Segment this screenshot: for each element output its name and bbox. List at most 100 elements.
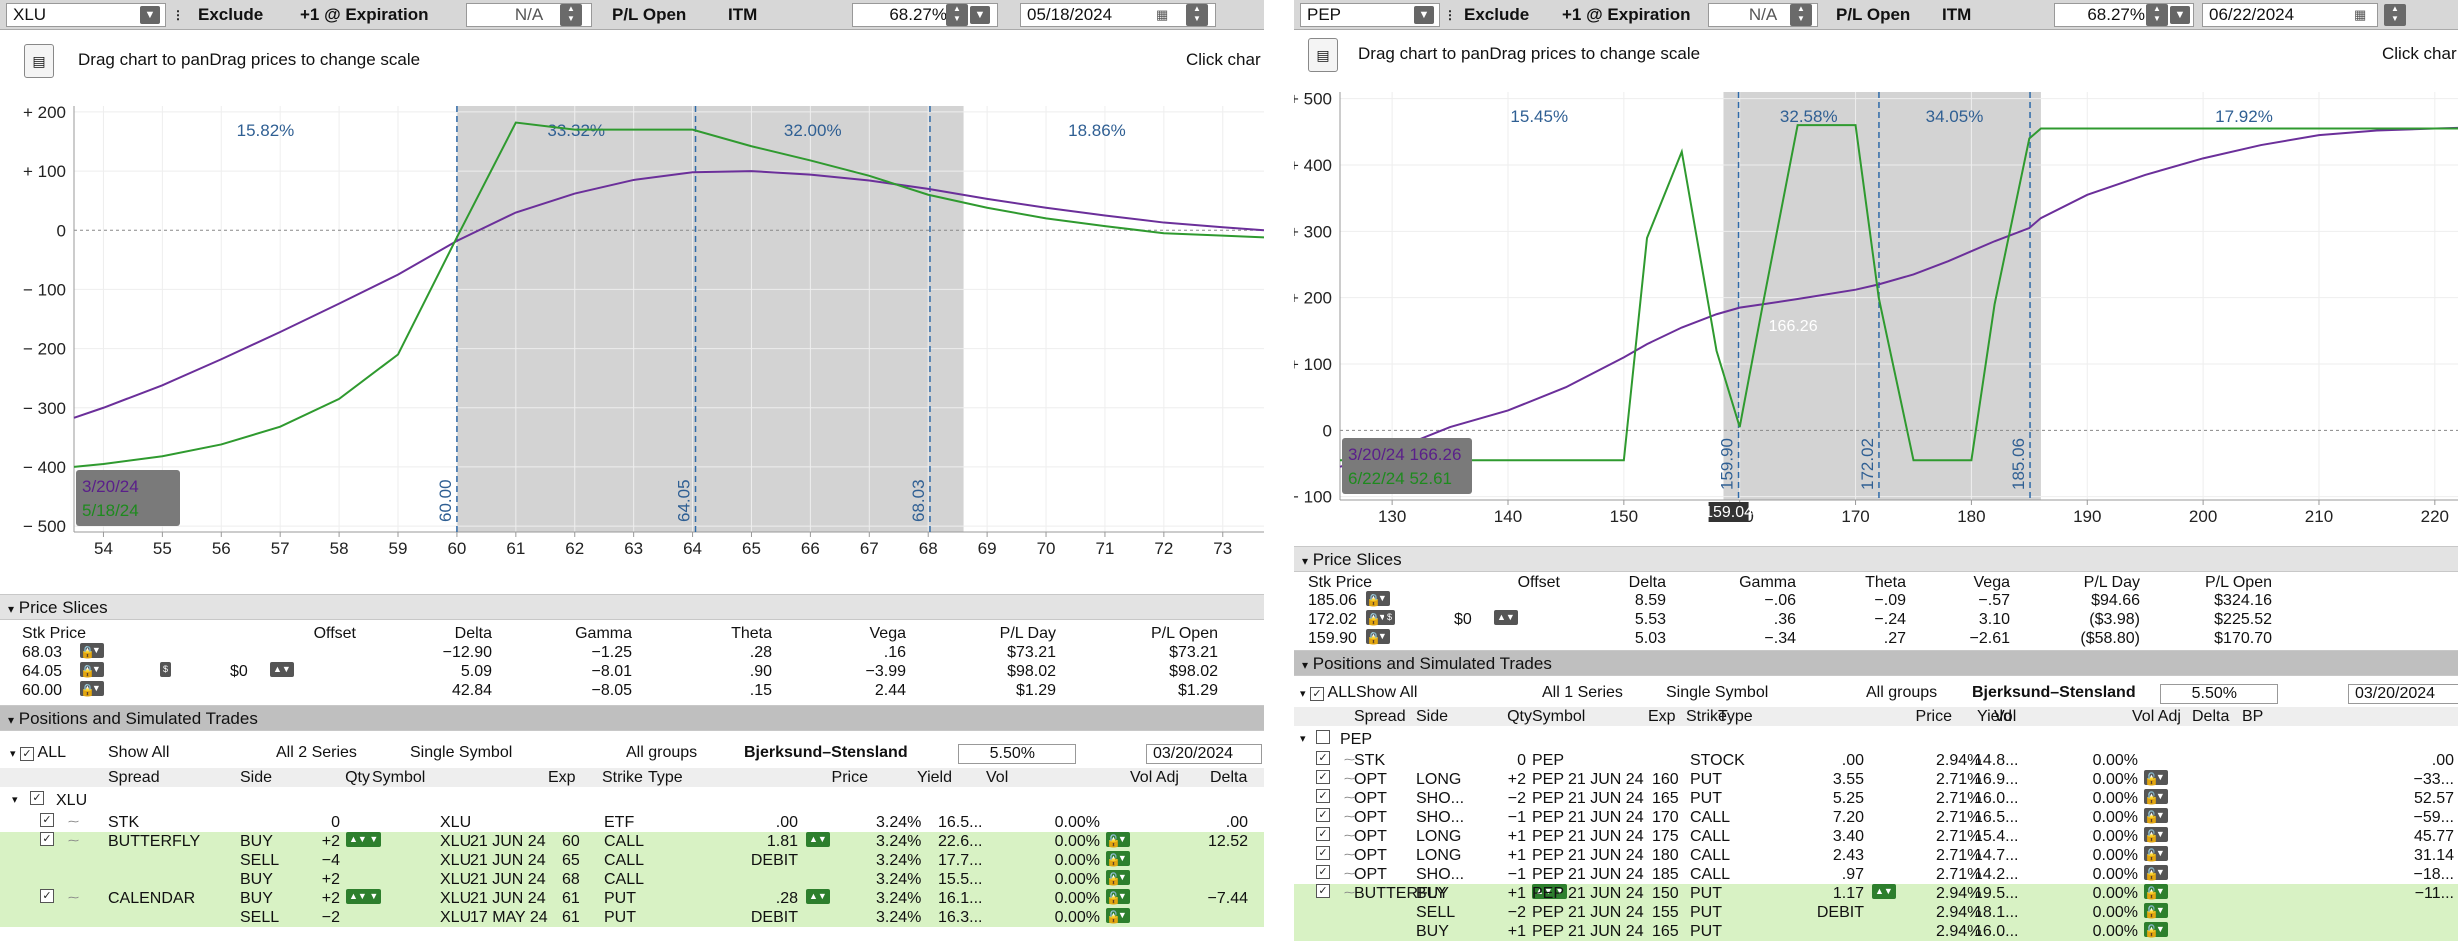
qty-cell[interactable]: −2 bbox=[321, 909, 340, 926]
exp-cell[interactable]: 21 JUN 24 bbox=[1568, 790, 1644, 807]
groups-selector[interactable]: All groups bbox=[626, 744, 698, 761]
qty-cell[interactable]: +1 bbox=[1507, 923, 1526, 940]
col-header[interactable]: Yield bbox=[917, 769, 952, 786]
date-field[interactable]: 06/22/2024 bbox=[2202, 3, 2378, 27]
symbol-mode-selector[interactable]: Single Symbol bbox=[410, 744, 513, 761]
strike-cell[interactable]: 60 bbox=[562, 833, 580, 850]
symbol-mode-selector[interactable]: Single Symbol bbox=[1666, 684, 1769, 701]
qty-cell[interactable]: −1 bbox=[1507, 866, 1526, 883]
col-header[interactable]: Symbol bbox=[1532, 708, 1586, 725]
price-slices-header[interactable]: ▾ Price Slices bbox=[1294, 546, 2458, 572]
offset-value[interactable]: $0 bbox=[1454, 611, 1472, 628]
col-header[interactable]: Spread bbox=[108, 769, 160, 786]
chart-svg[interactable]: + 500 + 400 + 300 + 200 + 100 0 − 100 130 140 150… bbox=[1294, 84, 2458, 534]
vol-adj-cell[interactable]: 0.00% bbox=[2092, 828, 2138, 845]
vol-adj-stepper-icon[interactable]: ▲▼ bbox=[1106, 889, 1130, 904]
group-row[interactable]: ▾ PEP bbox=[1294, 730, 2458, 749]
strike-cell[interactable]: 170 bbox=[1652, 809, 1679, 826]
row-checkbox[interactable]: ✓ bbox=[1316, 770, 1330, 784]
price-cell[interactable]: .00 bbox=[775, 814, 798, 831]
col-header[interactable]: Price bbox=[831, 769, 868, 786]
vol-adj-stepper-icon[interactable]: ▲▼ bbox=[2144, 808, 2168, 823]
stepper-icon[interactable]: ▲▼ bbox=[1366, 610, 1390, 625]
position-row[interactable]: ✓ ⁓ STK 0 XLU ETF .00 3.24% 16.5... 0.00% .00 bbox=[0, 813, 1264, 832]
price-cell[interactable]: 1.81 bbox=[766, 833, 798, 850]
price-slice-row[interactable]: 159.90 ▲▼ 🔒 5.03 −.34 .27 −2.61 ($58.80) $170.7… bbox=[1294, 629, 2458, 648]
qty-cell[interactable]: −2 bbox=[1507, 904, 1526, 921]
chart-toggle-icon[interactable]: ⁓ bbox=[1344, 773, 1355, 785]
strike-cell[interactable]: 68 bbox=[562, 871, 580, 888]
vol-adj-stepper-icon[interactable]: ▲▼ bbox=[2144, 865, 2168, 880]
strike-cell[interactable]: 150 bbox=[1652, 885, 1679, 902]
all-checkbox[interactable]: ▾ ✓ ALL bbox=[10, 744, 67, 761]
position-row[interactable]: SELL −4 XLU 21 JUN 24 65 CALL DEBIT 3.24% 17.7..… bbox=[0, 851, 1264, 870]
col-header[interactable]: Symbol bbox=[372, 769, 426, 786]
pricing-model-selector[interactable]: Bjerksund–Stensland bbox=[1972, 684, 2136, 701]
spread-cell[interactable]: CALENDAR bbox=[108, 890, 196, 907]
lock-icon[interactable]: 🔒 bbox=[80, 664, 95, 678]
dollar-icon[interactable]: $ bbox=[160, 662, 172, 677]
valuation-date-field[interactable]: 03/20/2024 bbox=[1146, 744, 1262, 764]
col-header[interactable]: Yield bbox=[1977, 708, 2012, 725]
type-cell[interactable]: CALL bbox=[604, 833, 645, 850]
lock-icon[interactable]: 🔓 bbox=[2144, 924, 2159, 938]
qty-cell[interactable]: 0 bbox=[1517, 752, 1526, 769]
strike-cell[interactable]: 165 bbox=[1652, 923, 1679, 940]
pricing-model-selector[interactable]: Bjerksund–Stensland bbox=[744, 744, 908, 761]
na-stepper[interactable]: ▲ ▼ bbox=[1790, 4, 1812, 26]
qty-cell[interactable]: +2 bbox=[321, 890, 340, 907]
col-header[interactable]: Vol bbox=[986, 769, 1009, 786]
position-row[interactable]: ✓ ⁓ BUTTERFLY BUY +1 ▲▼ ▼ PEP 21 JUN 24 150 PUT 1.… bbox=[1294, 884, 2458, 903]
qty-cell[interactable]: −4 bbox=[321, 852, 340, 869]
probability-stepper[interactable]: ▲ ▼ bbox=[2146, 4, 2168, 26]
side-cell[interactable]: LONG bbox=[1416, 847, 1462, 864]
exp-cell[interactable]: 21 JUN 24 bbox=[470, 833, 546, 850]
vol-adj-cell[interactable]: 0.00% bbox=[2092, 866, 2138, 883]
all-checkbox[interactable]: ▾ ✓ ALL bbox=[1300, 684, 1357, 701]
group-checkbox[interactable]: ✓ bbox=[30, 791, 44, 805]
symbol-field[interactable]: XLU bbox=[6, 3, 166, 27]
col-header[interactable]: Exp bbox=[548, 769, 576, 786]
chart-settings-icon[interactable]: ▤ bbox=[24, 44, 54, 78]
side-cell[interactable]: BUY bbox=[1416, 885, 1449, 902]
type-cell[interactable]: PUT bbox=[1690, 923, 1722, 940]
position-row[interactable]: ✓ ⁓ OPT LONG +1 PEP 21 JUN 24 175 CALL 3.40 2.71% 1… bbox=[1294, 827, 2458, 846]
itm-selector[interactable]: ITM bbox=[1942, 5, 1972, 24]
exp-cell[interactable]: 21 JUN 24 bbox=[1568, 923, 1644, 940]
pl-open-selector[interactable]: P/L Open bbox=[1836, 5, 1911, 24]
link-icon[interactable]: ⋮ bbox=[172, 8, 184, 22]
type-cell[interactable]: CALL bbox=[604, 871, 645, 888]
col-header[interactable]: Spread bbox=[1354, 708, 1406, 725]
type-cell[interactable]: PUT bbox=[604, 890, 636, 907]
type-cell[interactable]: STOCK bbox=[1690, 752, 1745, 769]
lock-icon[interactable]: 🔓 bbox=[2144, 886, 2159, 900]
strike-cell[interactable]: 175 bbox=[1652, 828, 1679, 845]
lock-icon[interactable]: 🔓 bbox=[2144, 772, 2159, 786]
side-cell[interactable]: BUY bbox=[240, 890, 273, 907]
show-all-selector[interactable]: Show All bbox=[108, 744, 170, 761]
type-cell[interactable]: CALL bbox=[1690, 809, 1731, 826]
vol-adj-cell[interactable]: 0.00% bbox=[1054, 909, 1100, 926]
interest-rate-field[interactable]: 5.50% bbox=[958, 744, 1076, 764]
col-header[interactable]: Price bbox=[1915, 708, 1952, 725]
qty-stepper-icon[interactable]: ▲▼ ▼ bbox=[346, 832, 382, 847]
side-cell[interactable]: BUY bbox=[240, 833, 273, 850]
lock-icon[interactable]: 🔓 bbox=[1106, 872, 1121, 886]
price-stepper-icon[interactable]: ▲▼ bbox=[806, 889, 830, 904]
exp-cell[interactable]: 21 JUN 24 bbox=[1568, 847, 1644, 864]
exp-cell[interactable]: 21 JUN 24 bbox=[1568, 885, 1644, 902]
side-cell[interactable]: SELL bbox=[1416, 904, 1456, 921]
row-checkbox[interactable]: ✓ bbox=[1316, 846, 1330, 860]
collapse-icon[interactable]: ▾ bbox=[1302, 554, 1309, 568]
date-stepper[interactable]: ▲ ▼ bbox=[2384, 4, 2406, 26]
qty-cell[interactable]: +1 bbox=[1507, 847, 1526, 864]
lock-icon[interactable]: 🔓 bbox=[2144, 867, 2159, 881]
vol-adj-stepper-icon[interactable]: ▲▼ bbox=[2144, 884, 2168, 899]
price-cell[interactable]: 7.20 bbox=[1832, 809, 1864, 826]
probability-stepper[interactable]: ▲ ▼ bbox=[946, 4, 968, 26]
symbol-dropdown-icon[interactable]: ▼ bbox=[140, 6, 160, 24]
stock-price[interactable]: 68.03 bbox=[22, 644, 63, 661]
lock-icon[interactable]: 🔓 bbox=[1106, 834, 1121, 848]
vol-adj-stepper-icon[interactable]: ▲▼ bbox=[1106, 832, 1130, 847]
vol-adj-stepper-icon[interactable]: ▲▼ bbox=[2144, 827, 2168, 842]
